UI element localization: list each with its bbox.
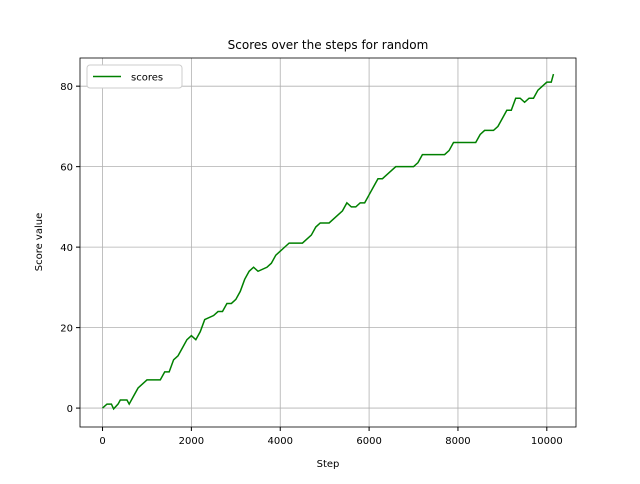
x-tick-label: 2000 xyxy=(179,436,204,447)
legend-box xyxy=(86,64,183,89)
legend-label: scores xyxy=(131,73,163,84)
y-tick-label: 20 xyxy=(60,324,73,335)
y-axis-label: Score value xyxy=(34,213,45,272)
y-tick-label: 0 xyxy=(67,404,73,415)
y-tick-label: 40 xyxy=(60,243,73,254)
x-tick-label: 10000 xyxy=(531,436,563,447)
y-tick-label: 60 xyxy=(60,163,73,174)
line-series xyxy=(102,73,555,411)
y-tick-label: 80 xyxy=(60,82,73,93)
chart-title: Scores over the steps for random xyxy=(228,38,429,52)
x-tick-label: 4000 xyxy=(268,436,293,447)
x-tick-label: 6000 xyxy=(356,436,381,447)
plot-frame xyxy=(79,57,577,428)
x-axis-label: Step xyxy=(317,459,340,470)
x-tick-label: 0 xyxy=(99,436,105,447)
x-tick-label: 8000 xyxy=(445,436,470,447)
